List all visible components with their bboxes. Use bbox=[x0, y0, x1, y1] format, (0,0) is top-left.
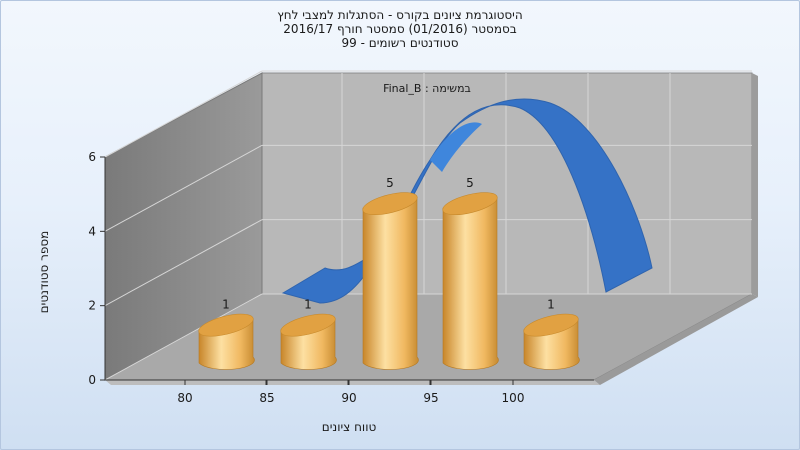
x-tick-label: 95 bbox=[423, 391, 438, 405]
y-tick-label: 6 bbox=[88, 150, 96, 164]
y-tick-label: 2 bbox=[88, 299, 96, 313]
x-axis-title: טווח ציונים bbox=[322, 420, 377, 434]
trend-curve-highlight bbox=[430, 122, 482, 172]
y-tick-label: 0 bbox=[88, 373, 96, 387]
bar: 1 bbox=[523, 298, 580, 370]
bar-top bbox=[280, 313, 336, 337]
bar-value-label: 1 bbox=[304, 298, 312, 312]
bar: 1 bbox=[280, 298, 337, 370]
bar: 1 bbox=[198, 298, 255, 370]
series-label: במשימה : Final_B bbox=[383, 82, 471, 95]
bar-body bbox=[362, 198, 419, 370]
bar-top bbox=[362, 192, 418, 216]
grid-layer bbox=[104, 70, 752, 381]
bar-body bbox=[442, 198, 499, 370]
bar: 5 bbox=[362, 176, 419, 370]
bar-value-label: 1 bbox=[222, 298, 230, 312]
bar-value-label: 5 bbox=[386, 176, 394, 190]
bar-top bbox=[523, 313, 579, 337]
x-tick-label: 80 bbox=[177, 391, 192, 405]
bar-value-label: 1 bbox=[547, 298, 555, 312]
back-wall-edge bbox=[752, 73, 758, 297]
x-tick-label: 90 bbox=[341, 391, 356, 405]
y-axis-title: מספר סטודנטים bbox=[37, 231, 51, 314]
back-wall bbox=[261, 72, 753, 295]
grid-line-side bbox=[104, 219, 263, 307]
bar-top bbox=[198, 313, 254, 337]
chart-title-line-2: בסמסטר (01/2016) סמסטר חורף 2016/17 bbox=[283, 22, 517, 36]
grid-line-side bbox=[104, 293, 263, 381]
floor-edge-right bbox=[594, 294, 758, 385]
grid-line-side bbox=[104, 144, 263, 232]
y-tick-label: 4 bbox=[88, 224, 96, 238]
grid-line-side bbox=[104, 70, 263, 158]
bar-value-label: 5 bbox=[466, 176, 474, 190]
x-tick-label: 100 bbox=[502, 391, 525, 405]
bar-layer: 1 1 5 5 1 bbox=[198, 176, 580, 370]
x-tick-label: 85 bbox=[259, 391, 274, 405]
chart-title-line-3: סטודנטים רשומים - 99 bbox=[341, 36, 459, 50]
bar-top bbox=[442, 192, 498, 216]
chart-title: היסטוגרמת ציונים בקורס - הסתגלות למצבי ל… bbox=[0, 8, 800, 50]
chart-title-line-1: היסטוגרמת ציונים בקורס - הסתגלות למצבי ל… bbox=[277, 8, 523, 22]
axis-layer: 0 2 4 6 80 85 90 95 100 bbox=[88, 150, 594, 405]
floor-edge bbox=[105, 380, 600, 385]
bar: 5 bbox=[442, 176, 499, 370]
